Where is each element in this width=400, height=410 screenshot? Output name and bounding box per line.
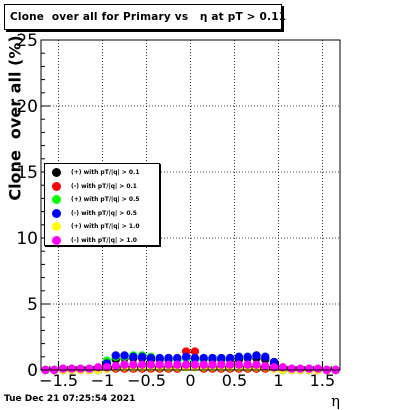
chart-title: Clone over all for Primary vs η at pT > …: [4, 4, 286, 30]
legend-entry: (-) with pT/|q| > 1.0: [45, 234, 159, 248]
data-point: [305, 364, 314, 373]
data-point: [190, 353, 200, 363]
legend-entry: (+) with pT/|q| > 1.0: [45, 220, 159, 234]
timestamp: Tue Dec 21 07:25:54 2021: [4, 394, 136, 404]
y-tick-label: 25: [16, 31, 38, 51]
data-point: [287, 364, 296, 373]
data-point: [120, 351, 129, 360]
y-tick-label: 10: [16, 229, 38, 249]
data-point: [208, 360, 217, 369]
data-point: [234, 352, 244, 361]
data-point: [252, 360, 261, 369]
y-tick-label: 0: [27, 361, 38, 381]
x-tick-label: −1.5: [39, 371, 78, 390]
y-axis-label: Clone over all (%): [5, 35, 25, 201]
x-axis-label: η: [331, 392, 340, 410]
data-point: [58, 364, 68, 373]
data-point: [225, 360, 235, 369]
data-point: [190, 347, 200, 356]
data-point: [278, 363, 288, 372]
x-tick-label: −0.5: [127, 371, 166, 390]
data-point: [155, 360, 164, 369]
legend-label: (+) with pT/|q| > 0.5: [71, 196, 140, 204]
data-point: [102, 363, 112, 372]
data-point: [173, 360, 182, 369]
legend-label: (-) with pT/|q| > 0.5: [71, 209, 137, 217]
data-point: [164, 360, 173, 369]
legend-marker-icon: [52, 181, 61, 191]
x-tick-label: 1.5: [310, 371, 335, 390]
legend-entry: (+) with pT/|q| > 0.5: [45, 193, 159, 207]
data-point: [146, 360, 156, 369]
legend-marker-icon: [52, 208, 61, 218]
data-point: [243, 352, 252, 361]
data-point: [252, 351, 261, 360]
data-point: [146, 353, 156, 363]
legend-marker-icon: [52, 235, 61, 245]
data-point: [129, 360, 138, 369]
data-point: [67, 364, 76, 373]
y-tick-label: 15: [16, 163, 38, 183]
x-tick-label: 0: [185, 371, 195, 390]
data-point: [199, 360, 208, 369]
data-point: [296, 364, 305, 373]
data-point: [225, 353, 235, 363]
data-point: [173, 353, 182, 363]
data-point: [155, 353, 164, 363]
data-point: [234, 360, 244, 369]
data-point: [217, 353, 226, 363]
data-point: [199, 353, 208, 363]
data-point: [261, 361, 270, 371]
data-point: [76, 364, 85, 373]
data-point: [129, 352, 138, 361]
data-point: [85, 364, 94, 373]
data-point: [243, 360, 252, 369]
legend: (+) with pT/|q| > 0.1 (-) with pT/|q| > …: [44, 163, 160, 246]
y-tick-label: 20: [16, 97, 38, 117]
x-tick-label: −1: [91, 371, 115, 390]
data-point: [181, 352, 191, 361]
data-point: [93, 363, 103, 372]
data-point: [208, 353, 217, 363]
legend-marker-icon: [52, 222, 61, 232]
legend-label: (-) with pT/|q| > 1.0: [71, 236, 137, 244]
data-point: [137, 360, 147, 369]
legend-label: (+) with pT/|q| > 1.0: [71, 223, 140, 231]
legend-marker-icon: [52, 168, 61, 178]
y-tick-label: 5: [27, 295, 38, 315]
data-point: [269, 363, 279, 372]
axes: 0 5 10 15 20 25 −1.5 −1 −0.5 0 0.5 1 1.5: [16, 31, 341, 390]
data-point: [111, 351, 120, 360]
data-point: [181, 360, 191, 369]
legend-entry: (+) with pT/|q| > 0.1: [45, 166, 159, 180]
legend-label: (+) with pT/|q| > 0.1: [71, 169, 140, 177]
legend-label: (-) with pT/|q| > 0.1: [71, 182, 137, 190]
data-point: [111, 361, 120, 371]
legend-entry: (-) with pT/|q| > 0.1: [45, 180, 159, 194]
data-point: [190, 360, 200, 369]
data-point: [261, 352, 270, 361]
legend-entry: (-) with pT/|q| > 0.5: [45, 207, 159, 221]
data-point: [313, 364, 323, 373]
x-tick-label: 0.5: [222, 371, 247, 390]
data-point: [217, 360, 226, 369]
data-point: [120, 360, 129, 369]
x-tick-label: 1: [273, 371, 283, 390]
data-point: [164, 353, 173, 363]
legend-marker-icon: [52, 195, 61, 205]
data-point: [137, 352, 147, 361]
